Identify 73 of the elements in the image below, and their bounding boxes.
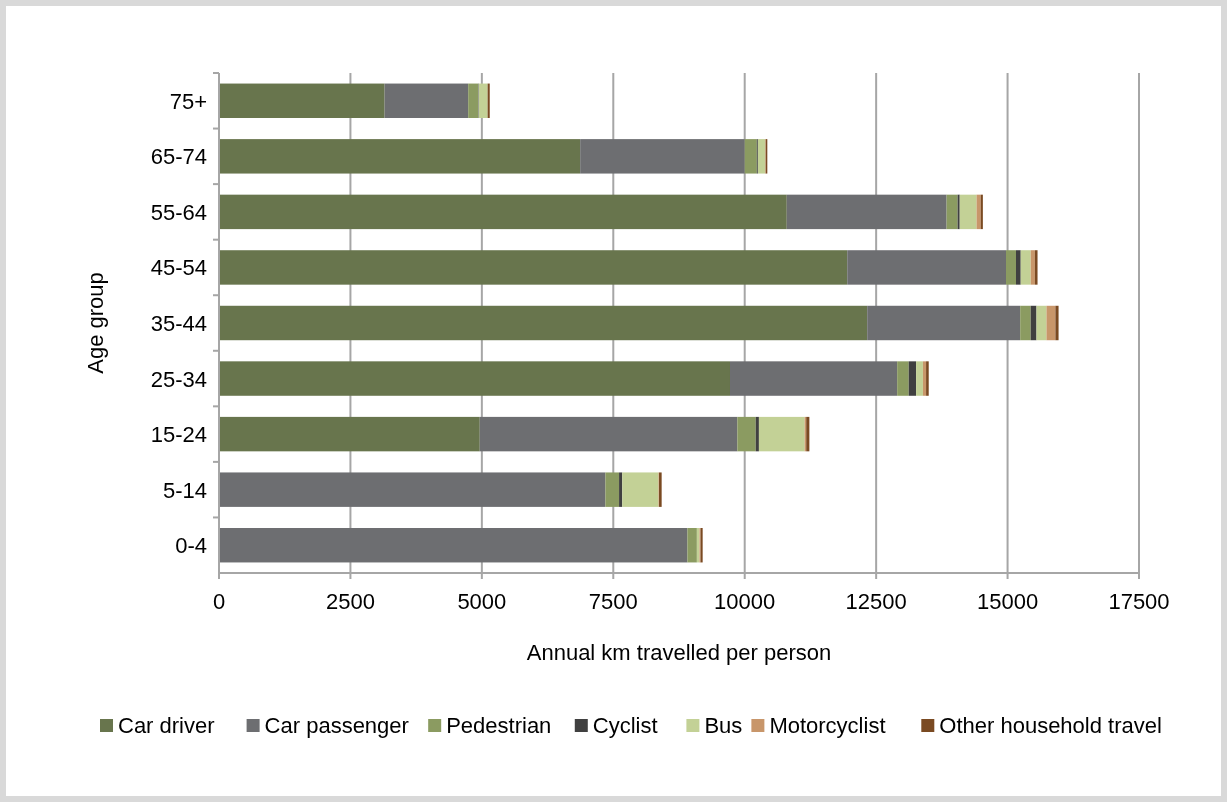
bar [867, 305, 1021, 341]
x-tick-label: 12500 [845, 589, 907, 614]
legend-label: Motorcyclist [769, 713, 886, 738]
bar [478, 83, 488, 118]
bar [487, 83, 490, 118]
y-axis-title: Age group [83, 272, 108, 374]
bar [219, 472, 606, 507]
bar [605, 472, 620, 507]
x-tick-label: 2500 [325, 589, 375, 614]
bar [622, 472, 659, 507]
y-tick-label: 45-54 [150, 255, 207, 281]
x-tick-label: 0 [212, 589, 226, 614]
bar [980, 194, 983, 230]
bar [786, 194, 947, 230]
bar [758, 416, 805, 452]
bar [926, 361, 929, 396]
y-tick-label: 15-24 [150, 422, 207, 448]
bar [757, 139, 766, 174]
bar [219, 305, 868, 341]
y-tick-label: 0-4 [175, 533, 207, 559]
bar [976, 194, 981, 230]
y-tick-label: 25-34 [150, 366, 207, 392]
bar [468, 83, 479, 118]
bar [1015, 250, 1021, 285]
bar [619, 472, 623, 507]
x-tick-label: 10000 [714, 589, 776, 614]
bar [946, 194, 958, 230]
legend-label: Other household travel [939, 713, 1162, 738]
bar [1034, 250, 1038, 285]
bar [479, 416, 738, 452]
bar [959, 194, 977, 230]
bar [219, 194, 787, 230]
bar [1020, 305, 1031, 341]
bar [908, 361, 917, 396]
bar [1046, 305, 1056, 341]
x-tick-label: 7500 [588, 589, 638, 614]
bar [916, 361, 923, 396]
bar [219, 83, 385, 118]
bar [1030, 250, 1035, 285]
legend-label: Car passenger [264, 713, 409, 738]
x-tick-label: 5000 [457, 589, 507, 614]
x-axis-title: Annual km travelled per person [526, 640, 832, 665]
legend-label: Bus [704, 713, 743, 738]
bar [384, 83, 469, 118]
bar [897, 361, 909, 396]
x-tick-label: 15000 [976, 589, 1039, 614]
bar [737, 416, 756, 452]
bar [1055, 305, 1059, 341]
x-tick-label: 17500 [1108, 589, 1170, 614]
bar [755, 416, 759, 452]
bar [729, 361, 898, 396]
y-tick-label: 75+ [169, 88, 207, 114]
y-tick-label: 65-74 [150, 144, 207, 170]
bar [744, 139, 757, 174]
bar [219, 250, 848, 285]
bar [219, 416, 480, 452]
legend-label: Car driver [118, 713, 215, 738]
bar [687, 528, 697, 563]
bar [580, 139, 745, 174]
y-tick-label: 35-44 [150, 311, 207, 336]
y-tick-label: 55-64 [150, 199, 207, 225]
legend-label: Cyclist [592, 713, 658, 738]
bar [847, 250, 1006, 285]
bar [1020, 250, 1031, 285]
bar [219, 139, 581, 174]
bar [957, 194, 960, 230]
y-tick-label: 5-14 [162, 477, 207, 503]
bar [922, 361, 927, 396]
legend-label: Pedestrian [446, 713, 552, 738]
bar [219, 361, 730, 396]
bar [1036, 305, 1047, 341]
bar [1005, 250, 1016, 285]
bar [219, 528, 688, 563]
